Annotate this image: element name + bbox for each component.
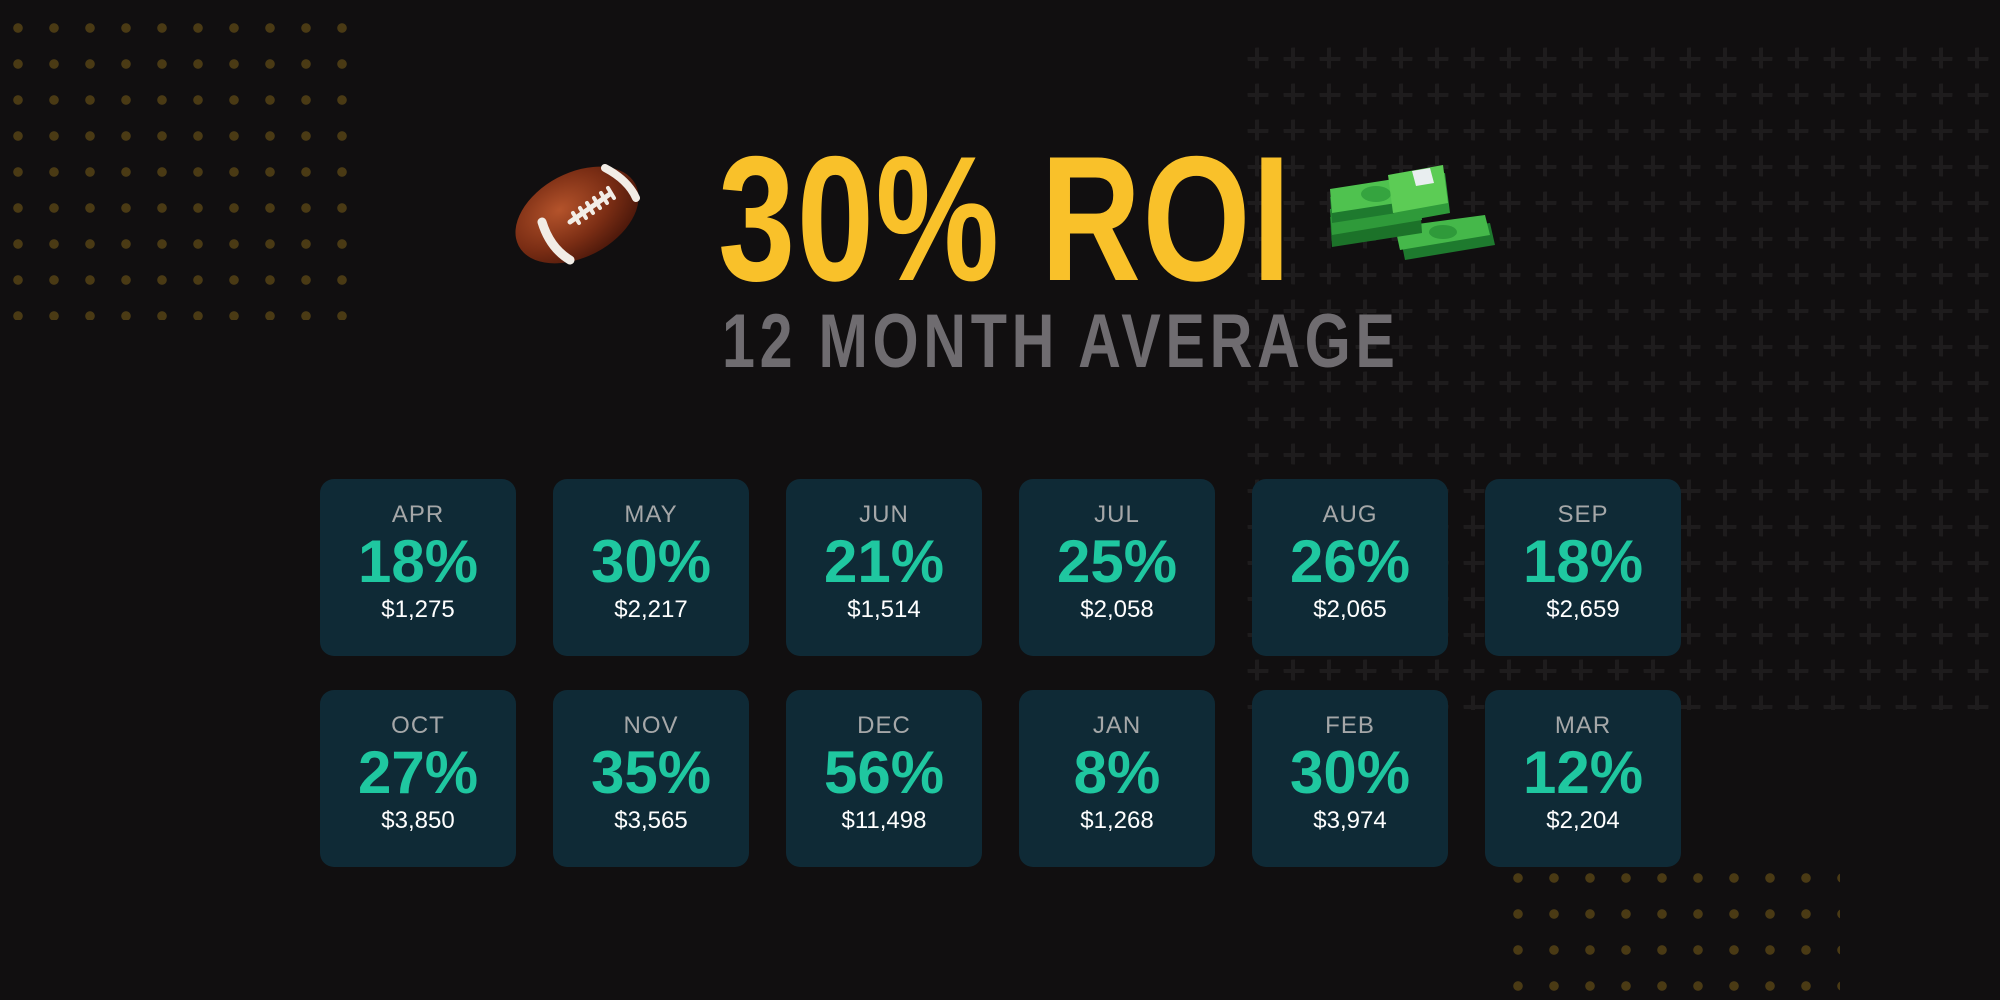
month-amount: $3,565 [614, 807, 688, 834]
subheadline: 12 MONTH AVERAGE [722, 299, 1400, 384]
month-roi: 35% [590, 739, 712, 806]
month-label: DEC [857, 712, 911, 739]
month-amount: $2,065 [1313, 596, 1387, 623]
month-roi: 21% [823, 528, 945, 595]
monthly-roi-grid: APR 18% $1,275 MAY 30% $2,217 JUN 21% $1… [320, 479, 1681, 867]
month-amount: $3,974 [1313, 807, 1387, 834]
month-roi: 25% [1056, 528, 1178, 595]
month-roi: 8% [1073, 739, 1161, 806]
month-roi: 18% [357, 528, 479, 595]
month-amount: $3,850 [381, 807, 455, 834]
month-label: FEB [1325, 712, 1375, 739]
month-card: JUN 21% $1,514 [786, 479, 982, 656]
month-card: SEP 18% $2,659 [1485, 479, 1681, 656]
month-label: SEP [1557, 501, 1609, 528]
month-amount: $2,217 [614, 596, 688, 623]
month-label: APR [391, 501, 445, 528]
month-label: OCT [391, 712, 445, 739]
month-roi: 12% [1522, 739, 1644, 806]
month-roi: 30% [590, 528, 712, 595]
cash-stack-icon [1330, 165, 1495, 260]
month-card: JAN 8% $1,268 [1019, 690, 1215, 867]
month-card: APR 18% $1,275 [320, 479, 516, 656]
month-roi: 56% [823, 739, 945, 806]
month-label: JUN [859, 501, 909, 528]
month-amount: $1,268 [1080, 807, 1154, 834]
month-card: MAR 12% $2,204 [1485, 690, 1681, 867]
month-card: AUG 26% $2,065 [1252, 479, 1448, 656]
headline-roi: 30% ROI [718, 119, 1293, 318]
month-label: MAR [1554, 712, 1612, 739]
month-card: OCT 27% $3,850 [320, 690, 516, 867]
dot-pattern-bottom-right [1500, 860, 1840, 1000]
month-amount: $2,659 [1546, 596, 1620, 623]
dot-pattern-top-left [0, 10, 350, 320]
hero: 30% ROI 12 MONTH AVERAGE [0, 119, 2000, 384]
month-amount: $11,498 [841, 807, 927, 834]
month-card: NOV 35% $3,565 [553, 690, 749, 867]
month-card: JUL 25% $2,058 [1019, 479, 1215, 656]
month-amount: $2,058 [1080, 596, 1154, 623]
month-amount: $1,514 [847, 596, 921, 623]
month-label: NOV [623, 712, 679, 739]
month-card: DEC 56% $11,498 [786, 690, 982, 867]
football-icon [515, 164, 640, 265]
month-amount: $1,275 [381, 596, 455, 623]
month-amount: $2,204 [1546, 807, 1620, 834]
month-label: JAN [1092, 712, 1142, 739]
month-card: MAY 30% $2,217 [553, 479, 749, 656]
month-roi: 26% [1289, 528, 1411, 595]
month-label: MAY [624, 501, 678, 528]
month-roi: 30% [1289, 739, 1411, 806]
month-roi: 18% [1522, 528, 1644, 595]
month-roi: 27% [357, 739, 479, 806]
month-card: FEB 30% $3,974 [1252, 690, 1448, 867]
month-label: AUG [1322, 501, 1378, 528]
month-label: JUL [1094, 501, 1140, 528]
